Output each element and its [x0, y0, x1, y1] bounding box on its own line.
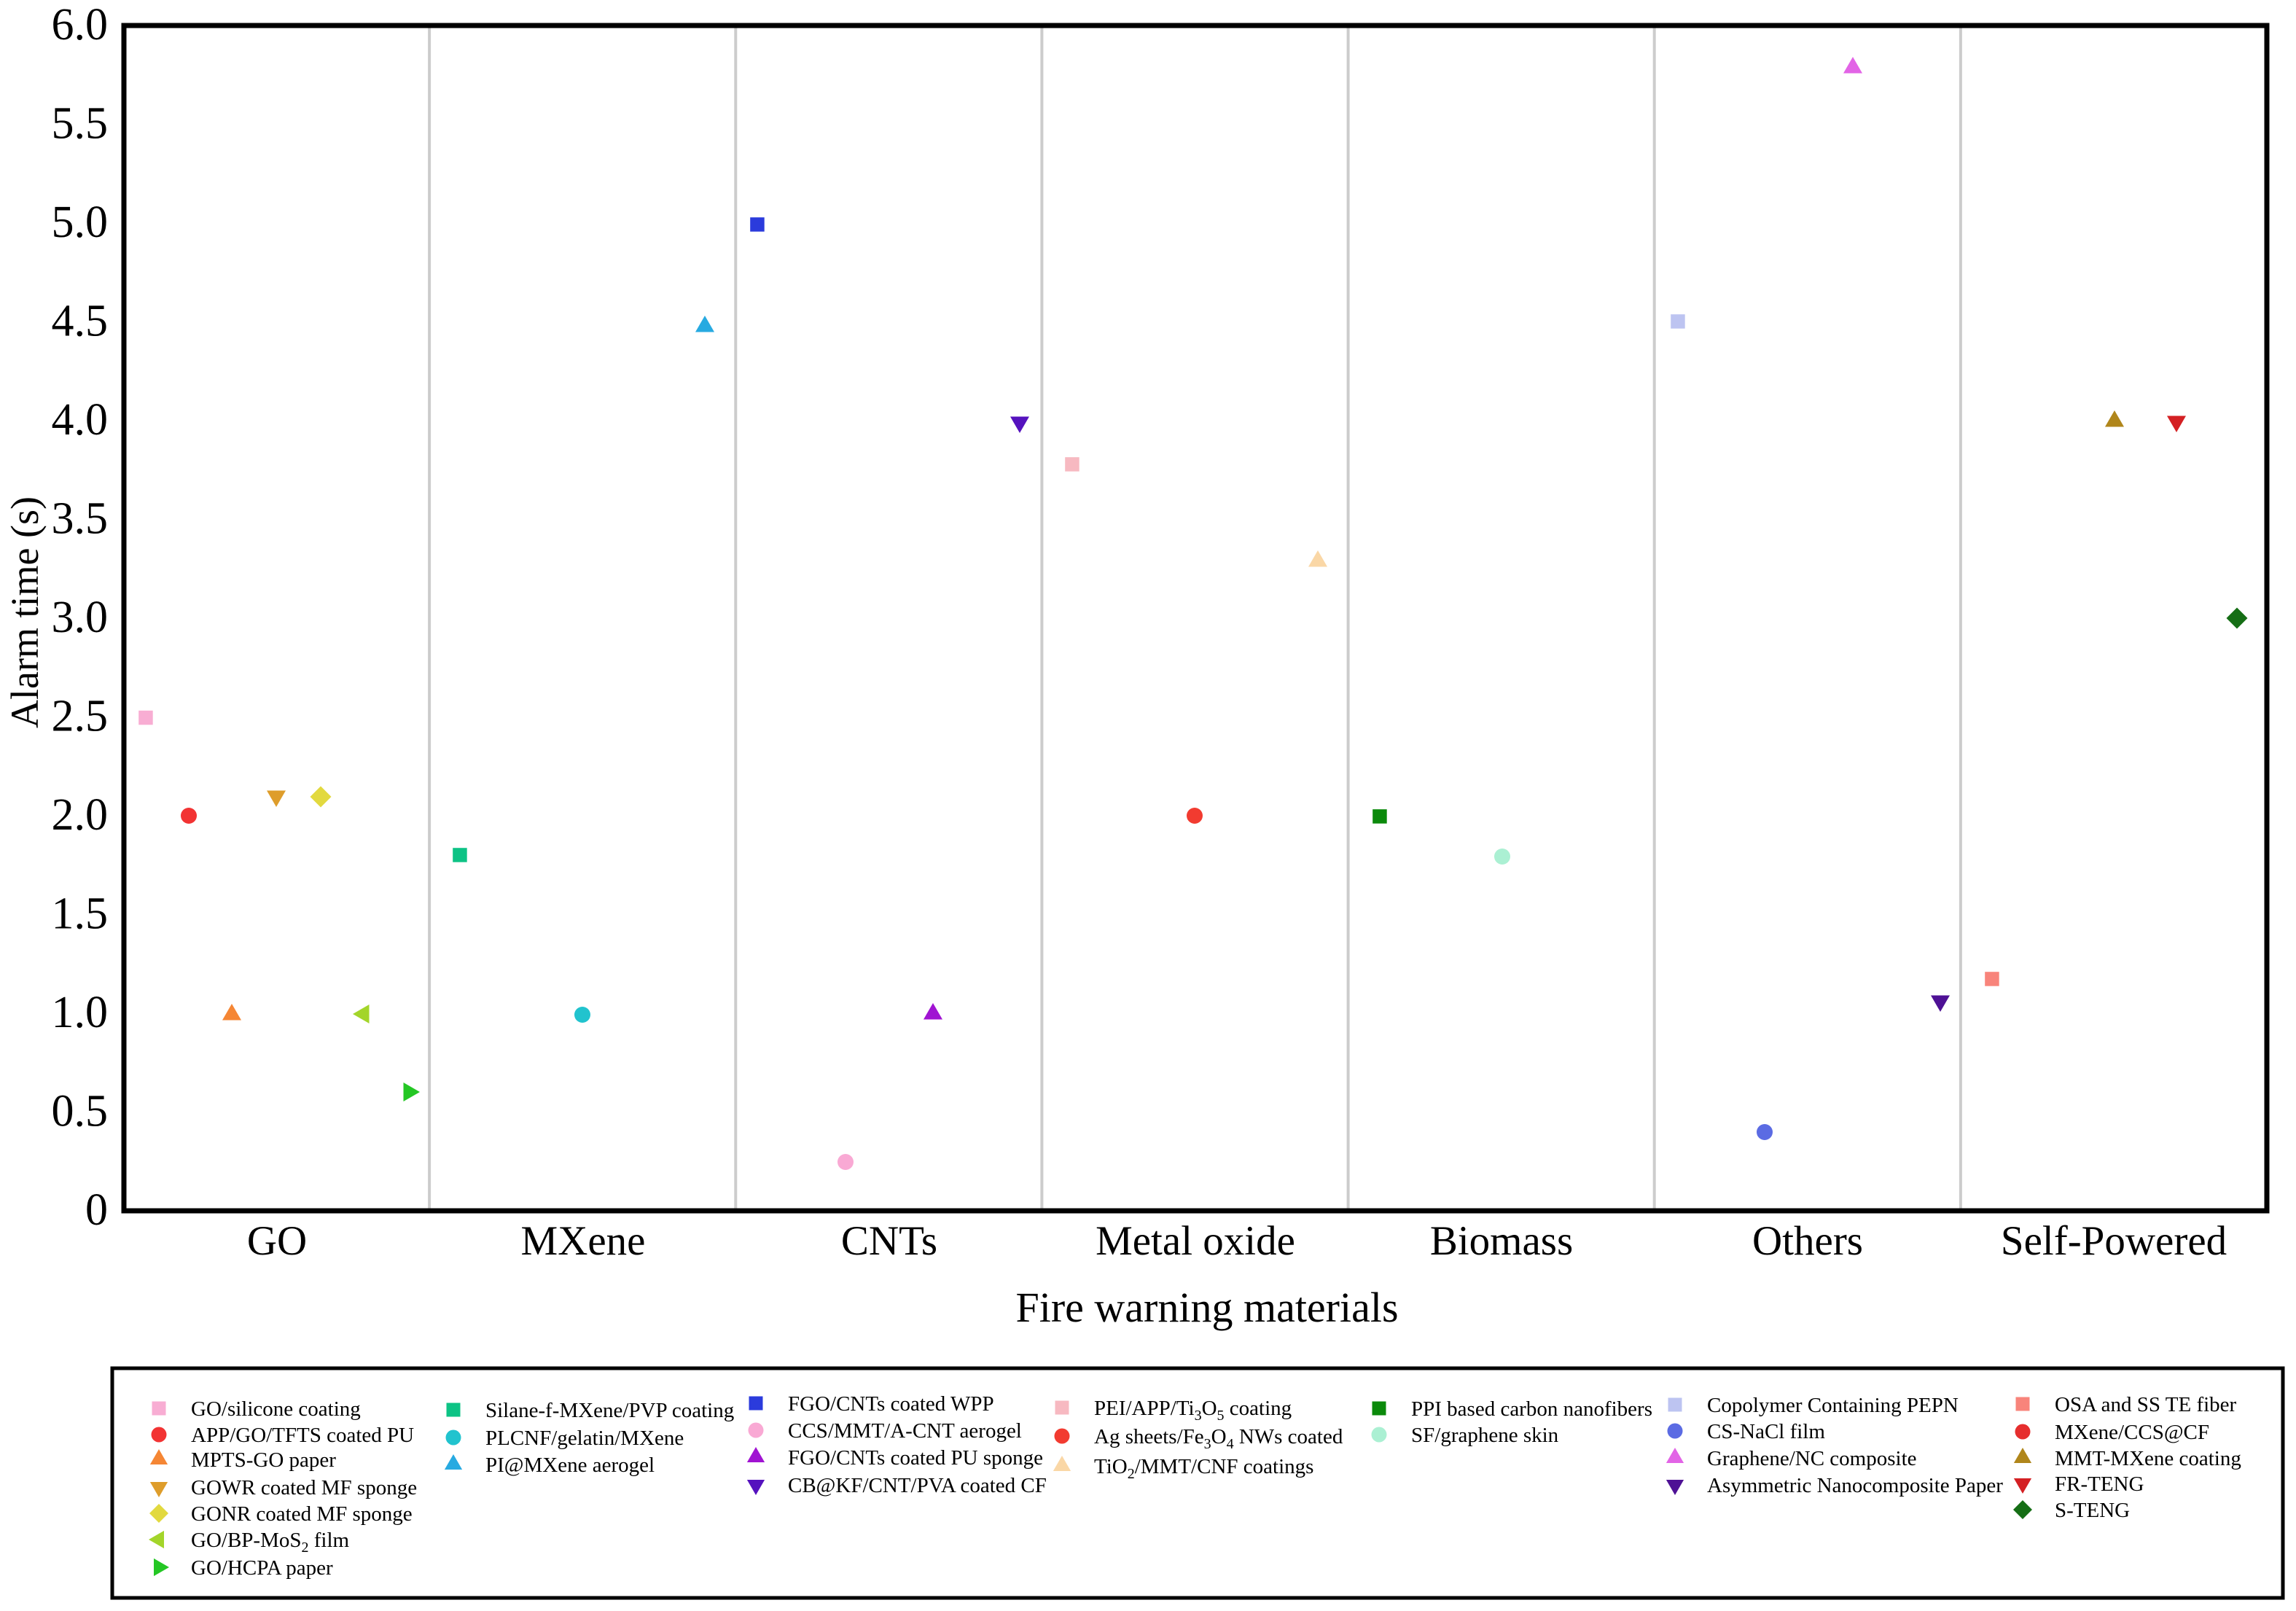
svg-text:CB@KF/CNT/PVA coated CF: CB@KF/CNT/PVA coated CF — [788, 1474, 1047, 1497]
svg-text:OSA and SS TE fiber: OSA and SS TE fiber — [2055, 1393, 2237, 1416]
svg-text:Graphene/NC composite: Graphene/NC composite — [1707, 1447, 1917, 1470]
svg-text:GO/HCPA paper: GO/HCPA paper — [191, 1556, 333, 1580]
svg-text:CCS/MMT/A-CNT aerogel: CCS/MMT/A-CNT aerogel — [788, 1419, 1022, 1443]
svg-text:Self-Powered: Self-Powered — [2001, 1218, 2227, 1264]
svg-text:PI@MXene aerogel: PI@MXene aerogel — [485, 1454, 655, 1477]
svg-text:Asymmetric Nanocomposite Paper: Asymmetric Nanocomposite Paper — [1707, 1474, 2003, 1497]
svg-text:1.5: 1.5 — [52, 889, 109, 939]
svg-text:2.5: 2.5 — [52, 692, 109, 741]
svg-text:5.5: 5.5 — [52, 99, 109, 149]
svg-text:1.0: 1.0 — [52, 988, 109, 1037]
svg-text:Alarm time (s): Alarm time (s) — [3, 496, 47, 728]
svg-text:2.0: 2.0 — [52, 790, 109, 840]
svg-text:Ag sheets/Fe3​O4​ NWs coated: Ag sheets/Fe3​O4​ NWs coated — [1094, 1425, 1343, 1452]
svg-text:4.0: 4.0 — [52, 395, 109, 445]
svg-text:MXene: MXene — [521, 1218, 646, 1264]
svg-text:SF/graphene skin: SF/graphene skin — [1411, 1424, 1559, 1447]
svg-text:5.0: 5.0 — [52, 198, 109, 247]
svg-text:Copolymer Containing PEPN: Copolymer Containing PEPN — [1707, 1394, 1959, 1417]
svg-text:0.5: 0.5 — [52, 1087, 109, 1136]
svg-text:Silane-f-MXene/PVP coating: Silane-f-MXene/PVP coating — [485, 1399, 734, 1422]
svg-text:TiO2​/MMT/CNF coatings: TiO2​/MMT/CNF coatings — [1094, 1455, 1313, 1482]
svg-text:CNTs: CNTs — [841, 1218, 937, 1264]
svg-text:MMT-MXene coating: MMT-MXene coating — [2055, 1447, 2241, 1470]
svg-text:Fire warning materials: Fire warning materials — [1015, 1284, 1398, 1331]
svg-text:FGO/CNTs coated PU sponge: FGO/CNTs coated PU sponge — [788, 1446, 1043, 1470]
svg-text:GO/BP-MoS2​ film: GO/BP-MoS2​ film — [191, 1529, 350, 1556]
svg-text:CS-NaCl film: CS-NaCl film — [1707, 1420, 1825, 1443]
svg-text:Biomass: Biomass — [1430, 1218, 1573, 1264]
svg-text:3.0: 3.0 — [52, 593, 109, 642]
svg-text:GO/silicone coating: GO/silicone coating — [191, 1397, 361, 1421]
svg-text:GOWR coated MF sponge: GOWR coated MF sponge — [191, 1476, 417, 1499]
svg-text:GONR coated MF sponge: GONR coated MF sponge — [191, 1502, 413, 1526]
svg-text:FGO/CNTs coated WPP: FGO/CNTs coated WPP — [788, 1392, 994, 1416]
svg-text:MXene/CCS@CF: MXene/CCS@CF — [2055, 1421, 2209, 1444]
svg-text:3.5: 3.5 — [52, 494, 109, 544]
svg-text:Others: Others — [1752, 1218, 1863, 1264]
svg-text:PEI/APP/Ti3​O5​ coating: PEI/APP/Ti3​O5​ coating — [1094, 1397, 1292, 1424]
svg-text:Metal oxide: Metal oxide — [1096, 1218, 1295, 1264]
svg-text:FR-TENG: FR-TENG — [2055, 1472, 2144, 1496]
svg-text:4.5: 4.5 — [52, 297, 109, 346]
svg-text:PPI based carbon nanofibers: PPI based carbon nanofibers — [1411, 1397, 1652, 1421]
svg-text:S-TENG: S-TENG — [2055, 1499, 2130, 1522]
svg-text:MPTS-GO paper: MPTS-GO paper — [191, 1448, 336, 1472]
svg-text:APP/GO/TFTS coated PU: APP/GO/TFTS coated PU — [191, 1424, 414, 1447]
svg-text:0: 0 — [85, 1185, 108, 1235]
svg-text:PLCNF/gelatin/MXene: PLCNF/gelatin/MXene — [485, 1427, 684, 1450]
svg-text:6.0: 6.0 — [52, 0, 109, 50]
svg-text:GO: GO — [247, 1218, 307, 1264]
